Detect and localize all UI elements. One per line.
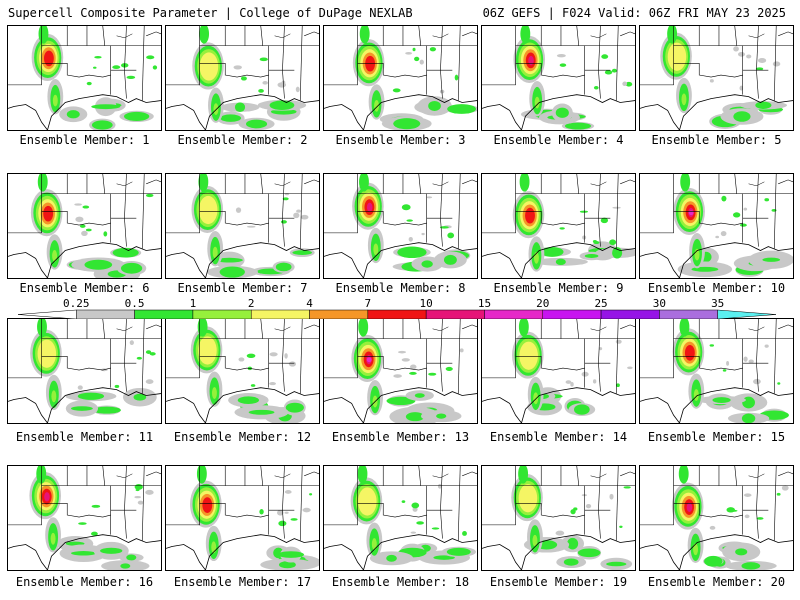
ensemble-member-label: Ensemble Member: 9 <box>493 281 624 295</box>
colorbar-tick-label: 4 <box>306 297 313 310</box>
ensemble-member-label: Ensemble Member: 1 <box>19 133 150 147</box>
ensemble-member-label: Ensemble Member: 14 <box>489 430 628 444</box>
ensemble-member-label: Ensemble Member: 10 <box>647 281 786 295</box>
ensemble-member-label: Ensemble Member: 11 <box>15 430 154 444</box>
colorbar-tick-label: 15 <box>477 297 492 310</box>
contour-map <box>8 26 161 130</box>
ensemble-member-label: Ensemble Member: 19 <box>489 575 628 589</box>
ensemble-panel <box>639 465 794 571</box>
ensemble-panel <box>323 173 478 279</box>
ensemble-panel <box>323 318 478 424</box>
colorbar-tick-label: 10 <box>419 297 433 310</box>
colorbar-tick-label: 7 <box>364 297 372 310</box>
colorbar-segment <box>542 309 602 319</box>
colorbar-tick-label: 0.25 <box>63 297 90 310</box>
ensemble-panel <box>7 465 162 571</box>
contour-map <box>482 174 635 278</box>
ensemble-panel <box>639 318 794 424</box>
colorbar-segment <box>484 309 544 319</box>
colorbar-tick-label: 1 <box>189 297 197 310</box>
colorbar-tick-label: 35 <box>711 297 725 310</box>
contour-map <box>640 26 793 130</box>
ensemble-panel <box>639 25 794 131</box>
ensemble-member-label: Ensemble Member: 16 <box>15 575 154 589</box>
ensemble-member-label: Ensemble Member: 17 <box>173 575 312 589</box>
contour-map <box>640 319 793 423</box>
contour-map <box>324 466 477 570</box>
colorbar-tick-label: 0.5 <box>124 297 145 310</box>
colorbar-segment <box>367 309 427 319</box>
ensemble-member-label: Ensemble Member: 8 <box>335 281 466 295</box>
colorbar-segment <box>600 309 660 319</box>
ensemble-member-label: Ensemble Member: 12 <box>173 430 312 444</box>
ensemble-member-label: Ensemble Member: 3 <box>335 133 466 147</box>
contour-map <box>8 319 161 423</box>
ensemble-panel <box>481 318 636 424</box>
ensemble-panel <box>165 173 320 279</box>
ensemble-panel <box>639 173 794 279</box>
valid-time: 06Z GEFS | F024 Valid: 06Z FRI MAY 23 20… <box>482 6 786 20</box>
colorbar-segment <box>717 309 777 319</box>
contour-map <box>166 174 319 278</box>
ensemble-panel <box>481 465 636 571</box>
ensemble-member-label: Ensemble Member: 20 <box>647 575 786 589</box>
ensemble-panel <box>323 465 478 571</box>
contour-map <box>166 466 319 570</box>
map-title: Supercell Composite Parameter | College … <box>8 6 413 20</box>
ensemble-member-label: Ensemble Member: 7 <box>177 281 308 295</box>
ensemble-member-label: Ensemble Member: 6 <box>19 281 150 295</box>
ensemble-member-label: Ensemble Member: 18 <box>331 575 470 589</box>
ensemble-member-label: Ensemble Member: 15 <box>647 430 786 444</box>
ensemble-panel <box>323 25 478 131</box>
ensemble-member-label: Ensemble Member: 4 <box>493 133 624 147</box>
ensemble-panel <box>481 25 636 131</box>
ensemble-panel <box>165 25 320 131</box>
contour-map <box>482 26 635 130</box>
contour-map <box>166 26 319 130</box>
ensemble-panel <box>7 25 162 131</box>
colorbar-segment <box>425 309 485 319</box>
colorbar-tick-label: 2 <box>247 297 255 310</box>
ensemble-member-label: Ensemble Member: 13 <box>331 430 470 444</box>
colorbar-segment <box>17 309 77 319</box>
ensemble-panel <box>165 465 320 571</box>
contour-map <box>482 466 635 570</box>
colorbar-segment <box>659 309 718 319</box>
contour-map <box>640 174 793 278</box>
colorbar-tick-label: 30 <box>652 297 666 310</box>
ensemble-panel <box>7 318 162 424</box>
contour-map <box>166 319 319 423</box>
ensemble-panel <box>165 318 320 424</box>
colorbar-segment <box>250 309 310 319</box>
colorbar-segment <box>309 309 369 319</box>
contour-map <box>8 466 161 570</box>
color-scale-legend: 0.25 0.5 1 2 4 7 10 15 20 25 30 35 <box>4 297 796 319</box>
colorbar-tick-label: 25 <box>594 297 608 310</box>
ensemble-member-label: Ensemble Member: 5 <box>651 133 782 147</box>
ensemble-panel <box>481 173 636 279</box>
colorbar-segment <box>76 309 135 319</box>
contour-map <box>324 319 477 423</box>
contour-map <box>324 174 477 278</box>
ensemble-panel <box>7 173 162 279</box>
ensemble-member-label: Ensemble Member: 2 <box>177 133 308 147</box>
colorbar-svg <box>17 309 777 319</box>
contour-map <box>324 26 477 130</box>
colorbar-segment <box>134 309 194 319</box>
contour-map <box>482 319 635 423</box>
colorbar-segment <box>192 309 252 319</box>
contour-map <box>8 174 161 278</box>
contour-map <box>640 466 793 570</box>
colorbar-tick-label: 20 <box>536 297 550 310</box>
header: Supercell Composite Parameter | College … <box>0 0 800 24</box>
